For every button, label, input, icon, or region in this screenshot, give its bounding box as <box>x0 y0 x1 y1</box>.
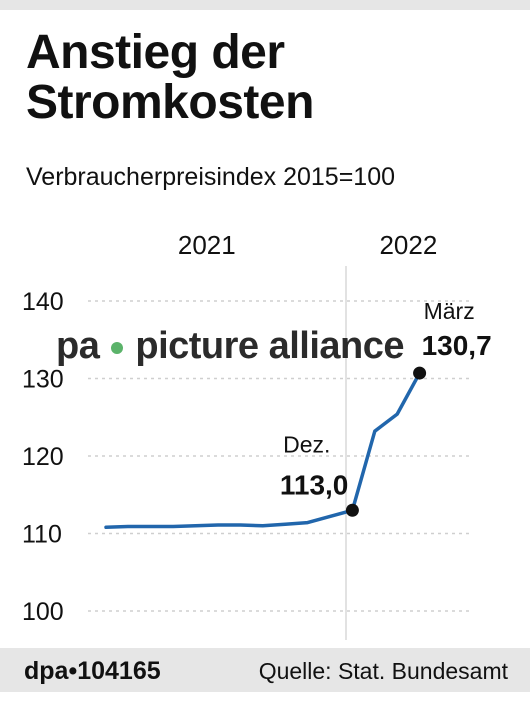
series-line <box>104 371 422 530</box>
top-bar <box>0 0 530 10</box>
annotation-point-0 <box>345 503 359 517</box>
y-axis-labels: 100 110 120 130 140 <box>22 288 64 626</box>
watermark-left: pa <box>56 325 100 367</box>
watermark-dot <box>111 341 124 354</box>
watermark-right: picture alliance <box>135 325 405 367</box>
graphic-id: dpa•104165 <box>24 657 161 685</box>
x-group-label-2021: 2021 <box>178 230 236 260</box>
y-tick-label-130: 130 <box>22 366 64 394</box>
annotations: Dez. 113,0 März 130,7 <box>280 298 492 517</box>
annotation-label-1: März <box>424 298 475 324</box>
y-tick-label-110: 110 <box>22 521 62 549</box>
grid-lines <box>88 300 470 612</box>
x-axis-group-labels: 2021 2022 <box>178 230 437 260</box>
chart-subtitle: Verbraucherpreisindex 2015=100 <box>26 163 396 191</box>
annotation-value-0: 113,0 <box>280 469 349 500</box>
y-tick-label-100: 100 <box>22 598 64 626</box>
watermark: pa picture alliance <box>56 325 405 368</box>
y-tick-label-120: 120 <box>22 443 64 471</box>
y-tick-label-140: 140 <box>22 288 64 316</box>
line-chart: 100 110 120 130 140 2021 2022 Dez. 113,0 März 13… <box>22 230 492 640</box>
annotation-value-1: 130,7 <box>422 330 492 361</box>
annotation-point-1 <box>413 366 427 380</box>
chart-title: Anstieg der Stromkosten <box>26 26 314 129</box>
annotation-label-0: Dez. <box>283 431 330 457</box>
source-note: Quelle: Stat. Bundesamt <box>258 658 508 684</box>
x-group-label-2022: 2022 <box>379 230 437 260</box>
footer: dpa•104165 Quelle: Stat. Bundesamt <box>0 648 530 692</box>
